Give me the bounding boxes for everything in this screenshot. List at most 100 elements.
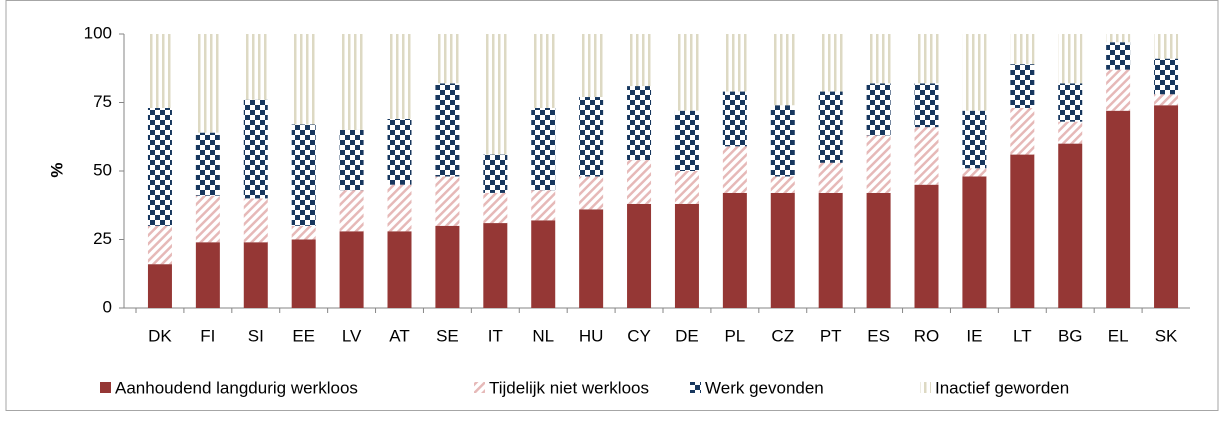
bar-segment bbox=[195, 34, 220, 133]
bar-segment bbox=[579, 209, 604, 308]
bar-segment bbox=[339, 231, 364, 308]
x-tick-label: BG bbox=[1058, 326, 1083, 345]
x-tick-label: EE bbox=[292, 326, 315, 345]
bar-segment bbox=[914, 184, 939, 308]
bar-segment bbox=[531, 190, 556, 221]
legend-label: Aanhoudend langdurig werkloos bbox=[115, 378, 358, 397]
y-tick-label: 25 bbox=[93, 229, 112, 248]
legend-swatch bbox=[920, 382, 931, 393]
bar-segment bbox=[435, 83, 460, 177]
bar-segment bbox=[1154, 105, 1179, 309]
x-tick-label: NL bbox=[532, 326, 554, 345]
bar-segment bbox=[722, 91, 747, 147]
bar-segment bbox=[914, 83, 939, 128]
bar-segment bbox=[770, 105, 795, 177]
bar-segment bbox=[147, 264, 172, 308]
bar-segment bbox=[674, 110, 699, 171]
bar-segment bbox=[291, 239, 316, 308]
bar-segment bbox=[674, 34, 699, 111]
bar-segment bbox=[243, 242, 268, 308]
bar-segment bbox=[962, 176, 987, 308]
bar-segment bbox=[674, 171, 699, 204]
bar-segment bbox=[818, 91, 843, 163]
bar-segment bbox=[1154, 94, 1179, 106]
bar-segment bbox=[962, 168, 987, 177]
bar-segment bbox=[339, 129, 364, 191]
x-tick-label: SI bbox=[248, 326, 264, 345]
bar-segment bbox=[1106, 42, 1131, 70]
legend-swatch bbox=[474, 382, 485, 393]
bar-segment bbox=[387, 118, 412, 185]
bar-segment bbox=[674, 203, 699, 308]
bar-segment bbox=[243, 34, 268, 100]
bar-segment bbox=[914, 127, 939, 185]
bar-segment bbox=[627, 86, 652, 161]
bar-segment bbox=[147, 34, 172, 108]
x-tick-label: LV bbox=[342, 326, 362, 345]
x-tick-label: ES bbox=[867, 326, 890, 345]
bar-segment bbox=[1010, 64, 1035, 108]
bar-segment bbox=[1058, 143, 1083, 308]
bar-segment bbox=[770, 34, 795, 106]
bar-segment bbox=[483, 192, 508, 224]
x-tick-label: EL bbox=[1108, 326, 1129, 345]
legend-swatch bbox=[690, 382, 701, 393]
bar-segment bbox=[627, 160, 652, 204]
bar-segment bbox=[483, 223, 508, 308]
legend-label: Tijdelijk niet werkloos bbox=[489, 378, 649, 397]
bar-segment bbox=[195, 195, 220, 243]
bar-segment bbox=[962, 34, 987, 111]
bar-segment bbox=[435, 225, 460, 308]
bar-segment bbox=[435, 34, 460, 84]
bar-segment bbox=[147, 107, 172, 226]
legend-label: Inactief geworden bbox=[935, 378, 1069, 397]
bar-segment bbox=[243, 99, 268, 199]
bar-segment bbox=[531, 220, 556, 308]
bar-segment bbox=[195, 242, 220, 308]
bar-segment bbox=[483, 34, 508, 155]
bar-segment bbox=[483, 154, 508, 193]
bar-segment bbox=[1154, 58, 1179, 95]
bar-segment bbox=[1010, 107, 1035, 155]
bar-segment bbox=[1058, 83, 1083, 122]
bar-segment bbox=[579, 34, 604, 98]
bar-segment bbox=[1106, 34, 1131, 43]
x-tick-label: SK bbox=[1155, 326, 1178, 345]
bar-segment bbox=[866, 135, 891, 193]
x-tick-label: SE bbox=[436, 326, 459, 345]
bar-segment bbox=[339, 190, 364, 232]
bar-segment bbox=[722, 146, 747, 193]
bar-segment bbox=[914, 34, 939, 84]
y-tick-label: 0 bbox=[103, 297, 112, 316]
bar-segment bbox=[147, 225, 172, 265]
y-axis-label: % bbox=[47, 162, 66, 177]
bar-segment bbox=[770, 176, 795, 193]
bar-segment bbox=[722, 34, 747, 92]
x-tick-label: PL bbox=[724, 326, 745, 345]
bar-segment bbox=[387, 184, 412, 232]
x-tick-label: AT bbox=[389, 326, 409, 345]
x-tick-label: RO bbox=[914, 326, 940, 345]
x-tick-label: HU bbox=[579, 326, 604, 345]
bar-segment bbox=[818, 34, 843, 92]
bar-segment bbox=[387, 231, 412, 308]
chart-frame bbox=[5, 0, 1219, 411]
x-tick-label: LT bbox=[1013, 326, 1032, 345]
bar-segment bbox=[291, 124, 316, 226]
y-tick-label: 75 bbox=[93, 92, 112, 111]
bar-segment bbox=[1154, 34, 1179, 59]
x-tick-label: CZ bbox=[771, 326, 794, 345]
bar-segment bbox=[770, 192, 795, 308]
bar-segment bbox=[627, 203, 652, 308]
x-tick-label: DK bbox=[148, 326, 172, 345]
bar-segment bbox=[579, 97, 604, 177]
bar-segment bbox=[435, 176, 460, 226]
x-tick-label: FI bbox=[200, 326, 215, 345]
bar-segment bbox=[1010, 34, 1035, 65]
bar-segment bbox=[531, 107, 556, 191]
bar-segment bbox=[722, 192, 747, 308]
bar-segment bbox=[866, 34, 891, 84]
bar-segment bbox=[818, 192, 843, 308]
x-tick-label: PT bbox=[820, 326, 842, 345]
